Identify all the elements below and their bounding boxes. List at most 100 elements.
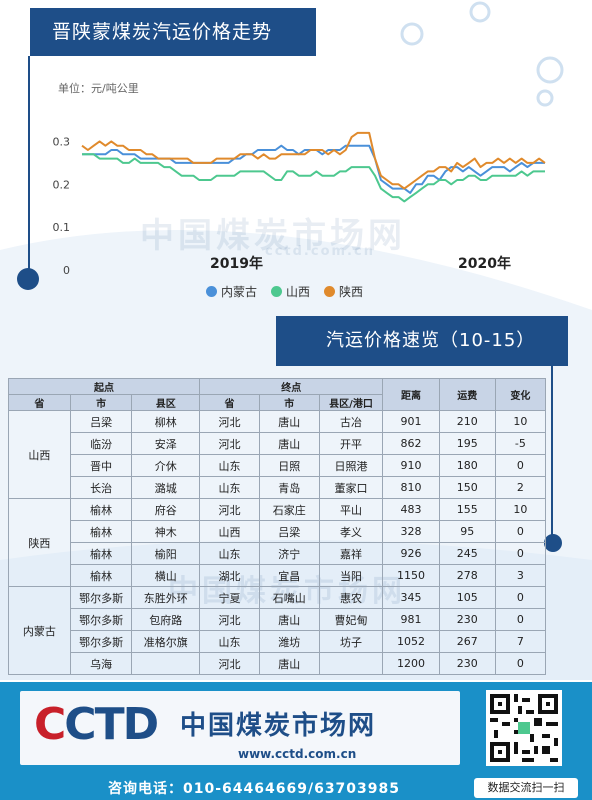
decor-line-2	[551, 366, 553, 542]
table-cell: 古冶	[318, 410, 384, 433]
legend-label: 陕西	[339, 285, 364, 299]
table-cell: 2	[494, 476, 547, 499]
table-cell: 245	[438, 542, 496, 565]
legend-label: 山西	[286, 285, 311, 299]
table-cell: 910	[382, 454, 440, 477]
table-cell: 嘉祥	[318, 542, 384, 565]
table-cell: 湖北	[199, 564, 260, 587]
table-cell: 包府路	[131, 608, 201, 631]
legend-label: 内蒙古	[221, 285, 258, 299]
table-cell: 10	[494, 498, 547, 521]
table-cell: 吕梁	[69, 410, 133, 433]
table-cell: 981	[382, 608, 440, 631]
table-row: 晋中 介休 山东 日照 日照港 910 180 0	[9, 454, 547, 477]
table-row: 乌海 河北 唐山 1200 230 0	[9, 652, 547, 675]
table-cell: 3	[494, 564, 547, 587]
table-cell: 10	[494, 410, 547, 433]
table-cell: 0	[494, 608, 547, 631]
y-tick-label: 0.2	[53, 178, 71, 191]
table-cell: 长治	[69, 476, 133, 499]
chart-unit: 单位：元/吨公里	[58, 82, 139, 95]
table-cell: 神木	[131, 520, 201, 543]
table-cell: 862	[382, 432, 440, 455]
table-cell: 唐山	[258, 410, 320, 433]
table-cell: 河北	[199, 652, 260, 675]
table-cell: 0	[494, 542, 547, 565]
decor-dot-2	[544, 534, 562, 552]
table-cell: 曹妃甸	[318, 608, 384, 631]
header-change: 变化	[494, 378, 547, 411]
table-cell: 901	[382, 410, 440, 433]
table-cell: 河北	[199, 608, 260, 631]
page-title: 晋陕蒙煤炭汽运价格走势	[30, 8, 316, 56]
table-cell: 宁夏	[199, 586, 260, 609]
table-cell: 810	[382, 476, 440, 499]
table-cell	[318, 652, 384, 675]
table-row: 长治 潞城 山东 青岛 董家口 810 150 2	[9, 476, 547, 499]
header-destination: 终点	[199, 378, 384, 395]
year-label: 2020年	[458, 255, 511, 272]
table-cell	[131, 652, 201, 675]
table-cell: 坊子	[318, 630, 384, 653]
table-cell: 榆林	[69, 542, 133, 565]
table-cell: 278	[438, 564, 496, 587]
legend-item-neimenggu: 内蒙古	[206, 283, 257, 300]
table-cell: 孝义	[318, 520, 384, 543]
table-cell: 府谷	[131, 498, 201, 521]
site-url: www.cctd.com.cn	[238, 747, 357, 761]
table-cell: 山东	[199, 476, 260, 499]
table-cell: 鄂尔多斯	[69, 608, 133, 631]
qr-label: 数据交流扫一扫	[474, 778, 578, 798]
price-table: 起点 终点 距离 运费 变化 省 市 县区 省 市 县区/港口 山西 吕梁 柳林 河北…	[7, 378, 547, 675]
table-cell: 横山	[131, 564, 201, 587]
table-cell: 328	[382, 520, 440, 543]
decor-dot	[17, 268, 39, 290]
legend-item-shaanxi: 陕西	[324, 283, 363, 300]
table-cell: 155	[438, 498, 496, 521]
table-cell: 180	[438, 454, 496, 477]
cctd-logo: CCTD	[34, 699, 159, 750]
table-cell: 926	[382, 542, 440, 565]
province-cell: 内蒙古	[8, 586, 71, 675]
table-cell: 济宁	[258, 542, 320, 565]
table-cell: 0	[494, 520, 547, 543]
footer-banner: CCTD 中国煤炭市场网 www.cctd.com.cn	[20, 691, 460, 765]
table-cell: 山东	[199, 542, 260, 565]
table-cell: 0	[494, 652, 547, 675]
table-cell: 唐山	[258, 432, 320, 455]
table-cell: 7	[494, 630, 547, 653]
subheader: 省	[8, 394, 71, 411]
table-cell: 1052	[382, 630, 440, 653]
table-row: 内蒙古 鄂尔多斯 东胜外环 宁夏 石嘴山 惠农 345 105 0	[8, 586, 547, 675]
section-title: 汽运价格速览（10-15）	[276, 316, 568, 366]
table-cell: 柳林	[131, 410, 201, 433]
table-cell: 150	[438, 476, 496, 499]
table-cell: 95	[438, 520, 496, 543]
watermark-text: 中国煤炭市场网	[140, 216, 406, 256]
table-cell: 1200	[382, 652, 440, 675]
table-cell: 介休	[131, 454, 201, 477]
table-cell: 230	[438, 608, 496, 631]
table-row: 陕西 榆林 府谷 河北 石家庄 平山 483 155 10	[8, 498, 547, 587]
header-fee: 运费	[438, 378, 496, 411]
table-cell: 青岛	[258, 476, 320, 499]
table-cell: 唐山	[258, 652, 320, 675]
table-cell: 鄂尔多斯	[69, 630, 133, 653]
table-cell: 山西	[199, 520, 260, 543]
table-row: 鄂尔多斯 包府路 河北 唐山 曹妃甸 981 230 0	[9, 608, 547, 631]
table-cell: 日照	[258, 454, 320, 477]
y-tick-label: 0.1	[53, 221, 71, 234]
table-cell: 榆林	[69, 498, 133, 521]
table-cell: 1150	[382, 564, 440, 587]
table-cell: 乌海	[69, 652, 133, 675]
subheader: 县区	[131, 394, 201, 411]
table-cell: 榆阳	[131, 542, 201, 565]
header-distance: 距离	[382, 378, 440, 411]
org-name: 中国煤炭市场网	[180, 711, 377, 741]
table-cell: 东胜外环	[131, 586, 201, 609]
table-row: 山西 吕梁 柳林 河北 唐山 古冶 901 210 10	[8, 410, 547, 499]
table-cell: 石嘴山	[258, 586, 320, 609]
table-cell: 吕梁	[258, 520, 320, 543]
table-cell: 河北	[199, 498, 260, 521]
table-cell: 267	[438, 630, 496, 653]
